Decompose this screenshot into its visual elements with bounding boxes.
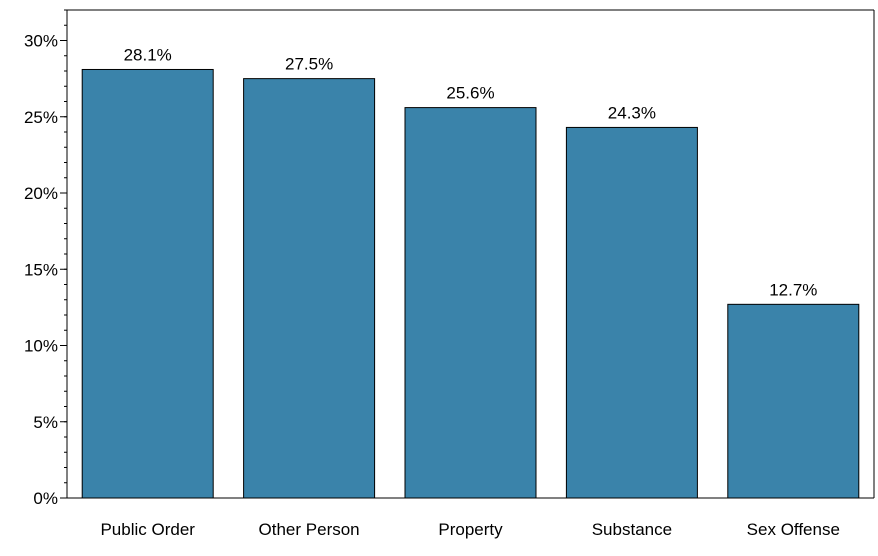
y-tick-label: 25% (24, 108, 58, 127)
x-category-label: Property (438, 520, 503, 539)
bar (243, 78, 376, 499)
bar-value-label: 24.3% (608, 103, 656, 122)
y-tick-label: 10% (24, 337, 58, 356)
bar-value-label: 27.5% (285, 55, 333, 74)
y-tick-label: 20% (24, 184, 58, 203)
x-category-label: Sex Offense (747, 520, 840, 539)
y-tick-label: 30% (24, 32, 58, 51)
x-category-labels: Public Order Other Person Property Substanc… (100, 520, 839, 539)
y-tick-label: 5% (33, 413, 58, 432)
bars (81, 68, 860, 499)
bar (81, 68, 214, 499)
x-category-label: Public Order (100, 520, 195, 539)
bar (727, 303, 860, 499)
bar (404, 107, 537, 499)
bar-value-label: 25.6% (446, 84, 494, 103)
bar (565, 126, 698, 499)
bar-value-label: 12.7% (769, 280, 817, 299)
y-ticks: 0% 5% 10% 15% 20% 25% 30% (24, 32, 67, 508)
x-category-label: Other Person (259, 520, 360, 539)
y-tick-label: 0% (33, 489, 58, 508)
data-labels: 28.1% 27.5% 25.6% 24.3% 12.7% (124, 45, 818, 299)
x-category-label: Substance (592, 520, 672, 539)
bar-value-label: 28.1% (124, 45, 172, 64)
y-tick-label: 15% (24, 260, 58, 279)
